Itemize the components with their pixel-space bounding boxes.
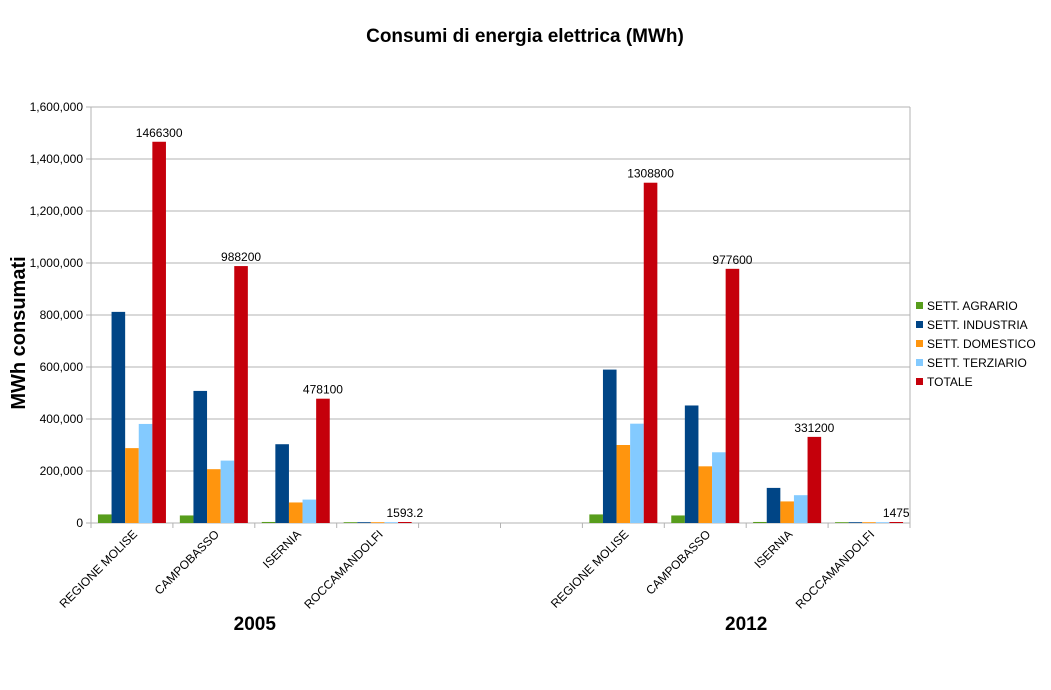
chart-title: Consumi di energia elettrica (MWh) bbox=[366, 26, 684, 47]
bar-sett-industria bbox=[848, 522, 863, 523]
bar-totale bbox=[889, 522, 904, 523]
grid bbox=[86, 106, 910, 524]
x-tick-label: CAMPOBASSO bbox=[643, 527, 713, 597]
x-tick-label: ROCCAMANDOLFI bbox=[301, 527, 385, 611]
legend-label: TOTALE bbox=[927, 375, 973, 389]
bar-sett-terziario bbox=[630, 423, 644, 523]
x-tick-label: CAMPOBASSO bbox=[152, 527, 222, 597]
legend-swatch bbox=[916, 378, 923, 385]
bar-sett-terziario bbox=[875, 522, 890, 523]
bar-sett-domestico bbox=[125, 448, 139, 523]
data-label: 977600 bbox=[712, 253, 752, 267]
y-tick-label: 800,000 bbox=[40, 308, 84, 322]
x-tick-label: ROCCAMANDOLFI bbox=[793, 527, 877, 611]
legend-swatch bbox=[916, 359, 923, 366]
bar-sett-industria bbox=[357, 522, 371, 523]
y-tick-label: 1,600,000 bbox=[30, 100, 84, 114]
bar-sett-industria bbox=[193, 390, 208, 523]
y-tick-label: 200,000 bbox=[40, 464, 84, 478]
bar-totale bbox=[234, 266, 248, 523]
data-label: 1593.2 bbox=[386, 506, 423, 520]
x-tick-label: ISERNIA bbox=[751, 527, 795, 571]
bar-totale bbox=[643, 182, 658, 523]
x-tick-label: ISERNIA bbox=[260, 527, 304, 571]
x-tick-label: REGIONE MOLISE bbox=[548, 527, 631, 610]
y-tick-label: 0 bbox=[76, 516, 83, 530]
bar-totale bbox=[725, 268, 740, 523]
bar-sett-domestico bbox=[370, 522, 385, 523]
legend-swatch bbox=[916, 302, 923, 309]
data-label: 1466300 bbox=[136, 126, 183, 140]
bar-sett-agrario bbox=[753, 521, 767, 523]
bar-sett-agrario bbox=[589, 514, 603, 523]
bar-totale bbox=[807, 436, 822, 523]
data-label: 478100 bbox=[303, 383, 343, 397]
y-tick-label: 600,000 bbox=[40, 360, 84, 374]
y-tick-label: 1,200,000 bbox=[30, 204, 84, 218]
bar-sett-terziario bbox=[712, 452, 726, 523]
y-tick-label: 400,000 bbox=[40, 412, 84, 426]
legend-label: SETT. TERZIARIO bbox=[927, 356, 1027, 370]
bar-sett-domestico bbox=[616, 445, 631, 523]
bar-sett-terziario bbox=[793, 495, 808, 523]
legend-swatch bbox=[916, 321, 923, 328]
bar-sett-agrario bbox=[671, 515, 685, 523]
bar-sett-domestico bbox=[207, 469, 221, 523]
bar-sett-domestico bbox=[288, 502, 303, 523]
data-label: 1308800 bbox=[627, 167, 674, 181]
legend-label: SETT. INDUSTRIA bbox=[927, 318, 1028, 332]
year-group-label: 2005 bbox=[234, 614, 277, 635]
bar-sett-terziario bbox=[138, 423, 153, 523]
bar-sett-agrario bbox=[835, 522, 849, 523]
bar-sett-terziario bbox=[220, 460, 235, 523]
legend-label: SETT. DOMESTICO bbox=[927, 337, 1036, 351]
bar-sett-agrario bbox=[343, 522, 358, 523]
bar-sett-industria bbox=[275, 444, 289, 523]
bar-sett-agrario bbox=[261, 521, 276, 523]
bar-totale bbox=[398, 522, 412, 523]
bar-sett-domestico bbox=[862, 522, 876, 523]
data-label: 331200 bbox=[794, 421, 834, 435]
y-axis-label: MWh consumati bbox=[8, 256, 30, 409]
y-tick-label: 1,400,000 bbox=[30, 152, 84, 166]
bar-sett-agrario bbox=[97, 514, 112, 523]
year-group-label: 2012 bbox=[725, 614, 767, 635]
bar-sett-industria bbox=[602, 369, 617, 523]
legend-label: SETT. AGRARIO bbox=[927, 299, 1018, 313]
bar-sett-industria bbox=[111, 311, 126, 523]
legend-swatch bbox=[916, 340, 923, 347]
axes bbox=[90, 107, 911, 528]
data-label: 988200 bbox=[221, 250, 261, 264]
bar-totale bbox=[152, 141, 166, 523]
bar-sett-agrario bbox=[179, 515, 194, 523]
data-label: 1475 bbox=[883, 506, 910, 520]
bar-sett-domestico bbox=[780, 501, 794, 523]
bar-sett-terziario bbox=[384, 522, 399, 523]
bar-sett-terziario bbox=[302, 499, 317, 523]
bar-sett-domestico bbox=[698, 466, 713, 523]
bar-sett-industria bbox=[684, 405, 699, 523]
bar-totale bbox=[316, 398, 330, 523]
x-tick-label: REGIONE MOLISE bbox=[57, 527, 140, 610]
bars bbox=[97, 141, 904, 523]
legend: SETT. AGRARIO SETT. INDUSTRIA SETT. DOMEST… bbox=[916, 299, 1036, 389]
bar-sett-industria bbox=[766, 487, 781, 523]
y-tick-label: 1,000,000 bbox=[30, 256, 84, 270]
